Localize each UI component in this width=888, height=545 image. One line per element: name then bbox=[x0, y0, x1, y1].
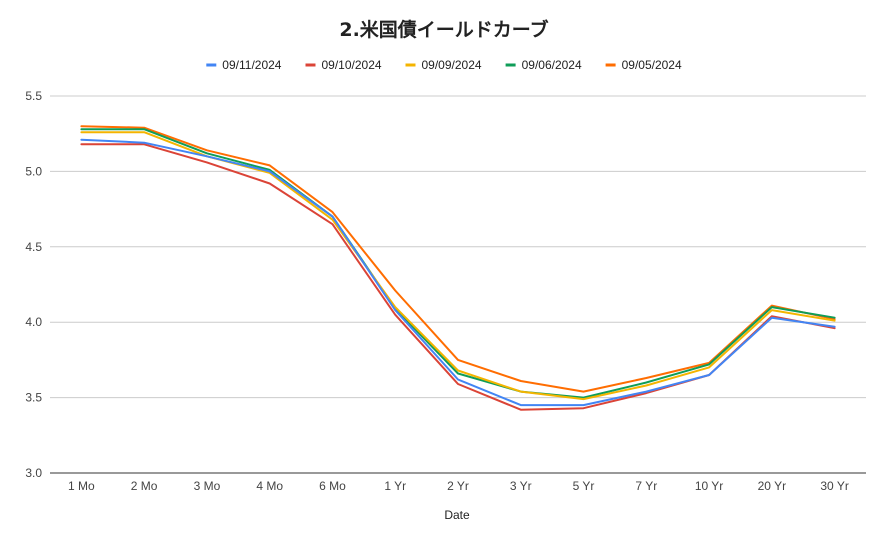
series-line bbox=[80, 128, 836, 399]
y-tick-label: 5.5 bbox=[25, 89, 42, 103]
x-tick-label: 2 Yr bbox=[447, 479, 469, 493]
series-line bbox=[80, 138, 836, 407]
x-tick-label: 10 Yr bbox=[695, 479, 723, 493]
series-lines bbox=[80, 125, 836, 411]
y-tick-label: 3.0 bbox=[25, 466, 42, 480]
legend-item: 09/10/2024 bbox=[305, 58, 382, 72]
x-tick-label: 7 Yr bbox=[635, 479, 657, 493]
legend-label: 09/10/2024 bbox=[322, 58, 382, 72]
x-axis-tick-labels: 1 Mo 2 Mo 3 Mo 4 Mo 6 Mo 1 Yr 2 Yr 3 Yr 5 Yr 7 Yr… bbox=[68, 479, 849, 493]
y-axis-tick-labels: 3.0 3.5 4.0 4.5 5.0 5.5 bbox=[25, 89, 42, 480]
x-tick-label: 3 Yr bbox=[510, 479, 532, 493]
legend-label: 09/06/2024 bbox=[522, 58, 582, 72]
legend-label: 09/11/2024 bbox=[222, 58, 281, 72]
legend-item: 09/06/2024 bbox=[505, 58, 582, 72]
x-tick-label: 5 Yr bbox=[573, 479, 595, 493]
x-tick-label: 3 Mo bbox=[194, 479, 221, 493]
y-tick-label: 3.5 bbox=[25, 391, 42, 405]
y-tick-label: 4.0 bbox=[25, 315, 42, 329]
x-tick-label: 1 Mo bbox=[68, 479, 95, 493]
x-tick-label: 2 Mo bbox=[131, 479, 158, 493]
x-tick-label: 4 Mo bbox=[256, 479, 283, 493]
chart-title: 2.米国債イールドカーブ bbox=[339, 18, 548, 41]
x-tick-label: 20 Yr bbox=[758, 479, 786, 493]
legend-item: 09/05/2024 bbox=[605, 58, 682, 72]
x-tick-label: 1 Yr bbox=[384, 479, 406, 493]
x-axis-title: Date bbox=[444, 508, 470, 522]
legend-item: 09/11/2024 bbox=[206, 58, 282, 72]
series-line bbox=[80, 125, 836, 393]
legend-label: 09/05/2024 bbox=[622, 58, 682, 72]
legend-item: 09/09/2024 bbox=[405, 58, 482, 72]
x-tick-label: 30 Yr bbox=[820, 479, 848, 493]
y-gridlines bbox=[50, 95, 866, 474]
legend-label: 09/09/2024 bbox=[422, 58, 482, 72]
y-tick-label: 5.0 bbox=[25, 164, 42, 178]
legend: 09/11/2024 09/10/2024 09/09/2024 09/06/2024… bbox=[206, 58, 682, 72]
x-tick-label: 6 Mo bbox=[319, 479, 346, 493]
y-tick-label: 4.5 bbox=[25, 240, 42, 254]
